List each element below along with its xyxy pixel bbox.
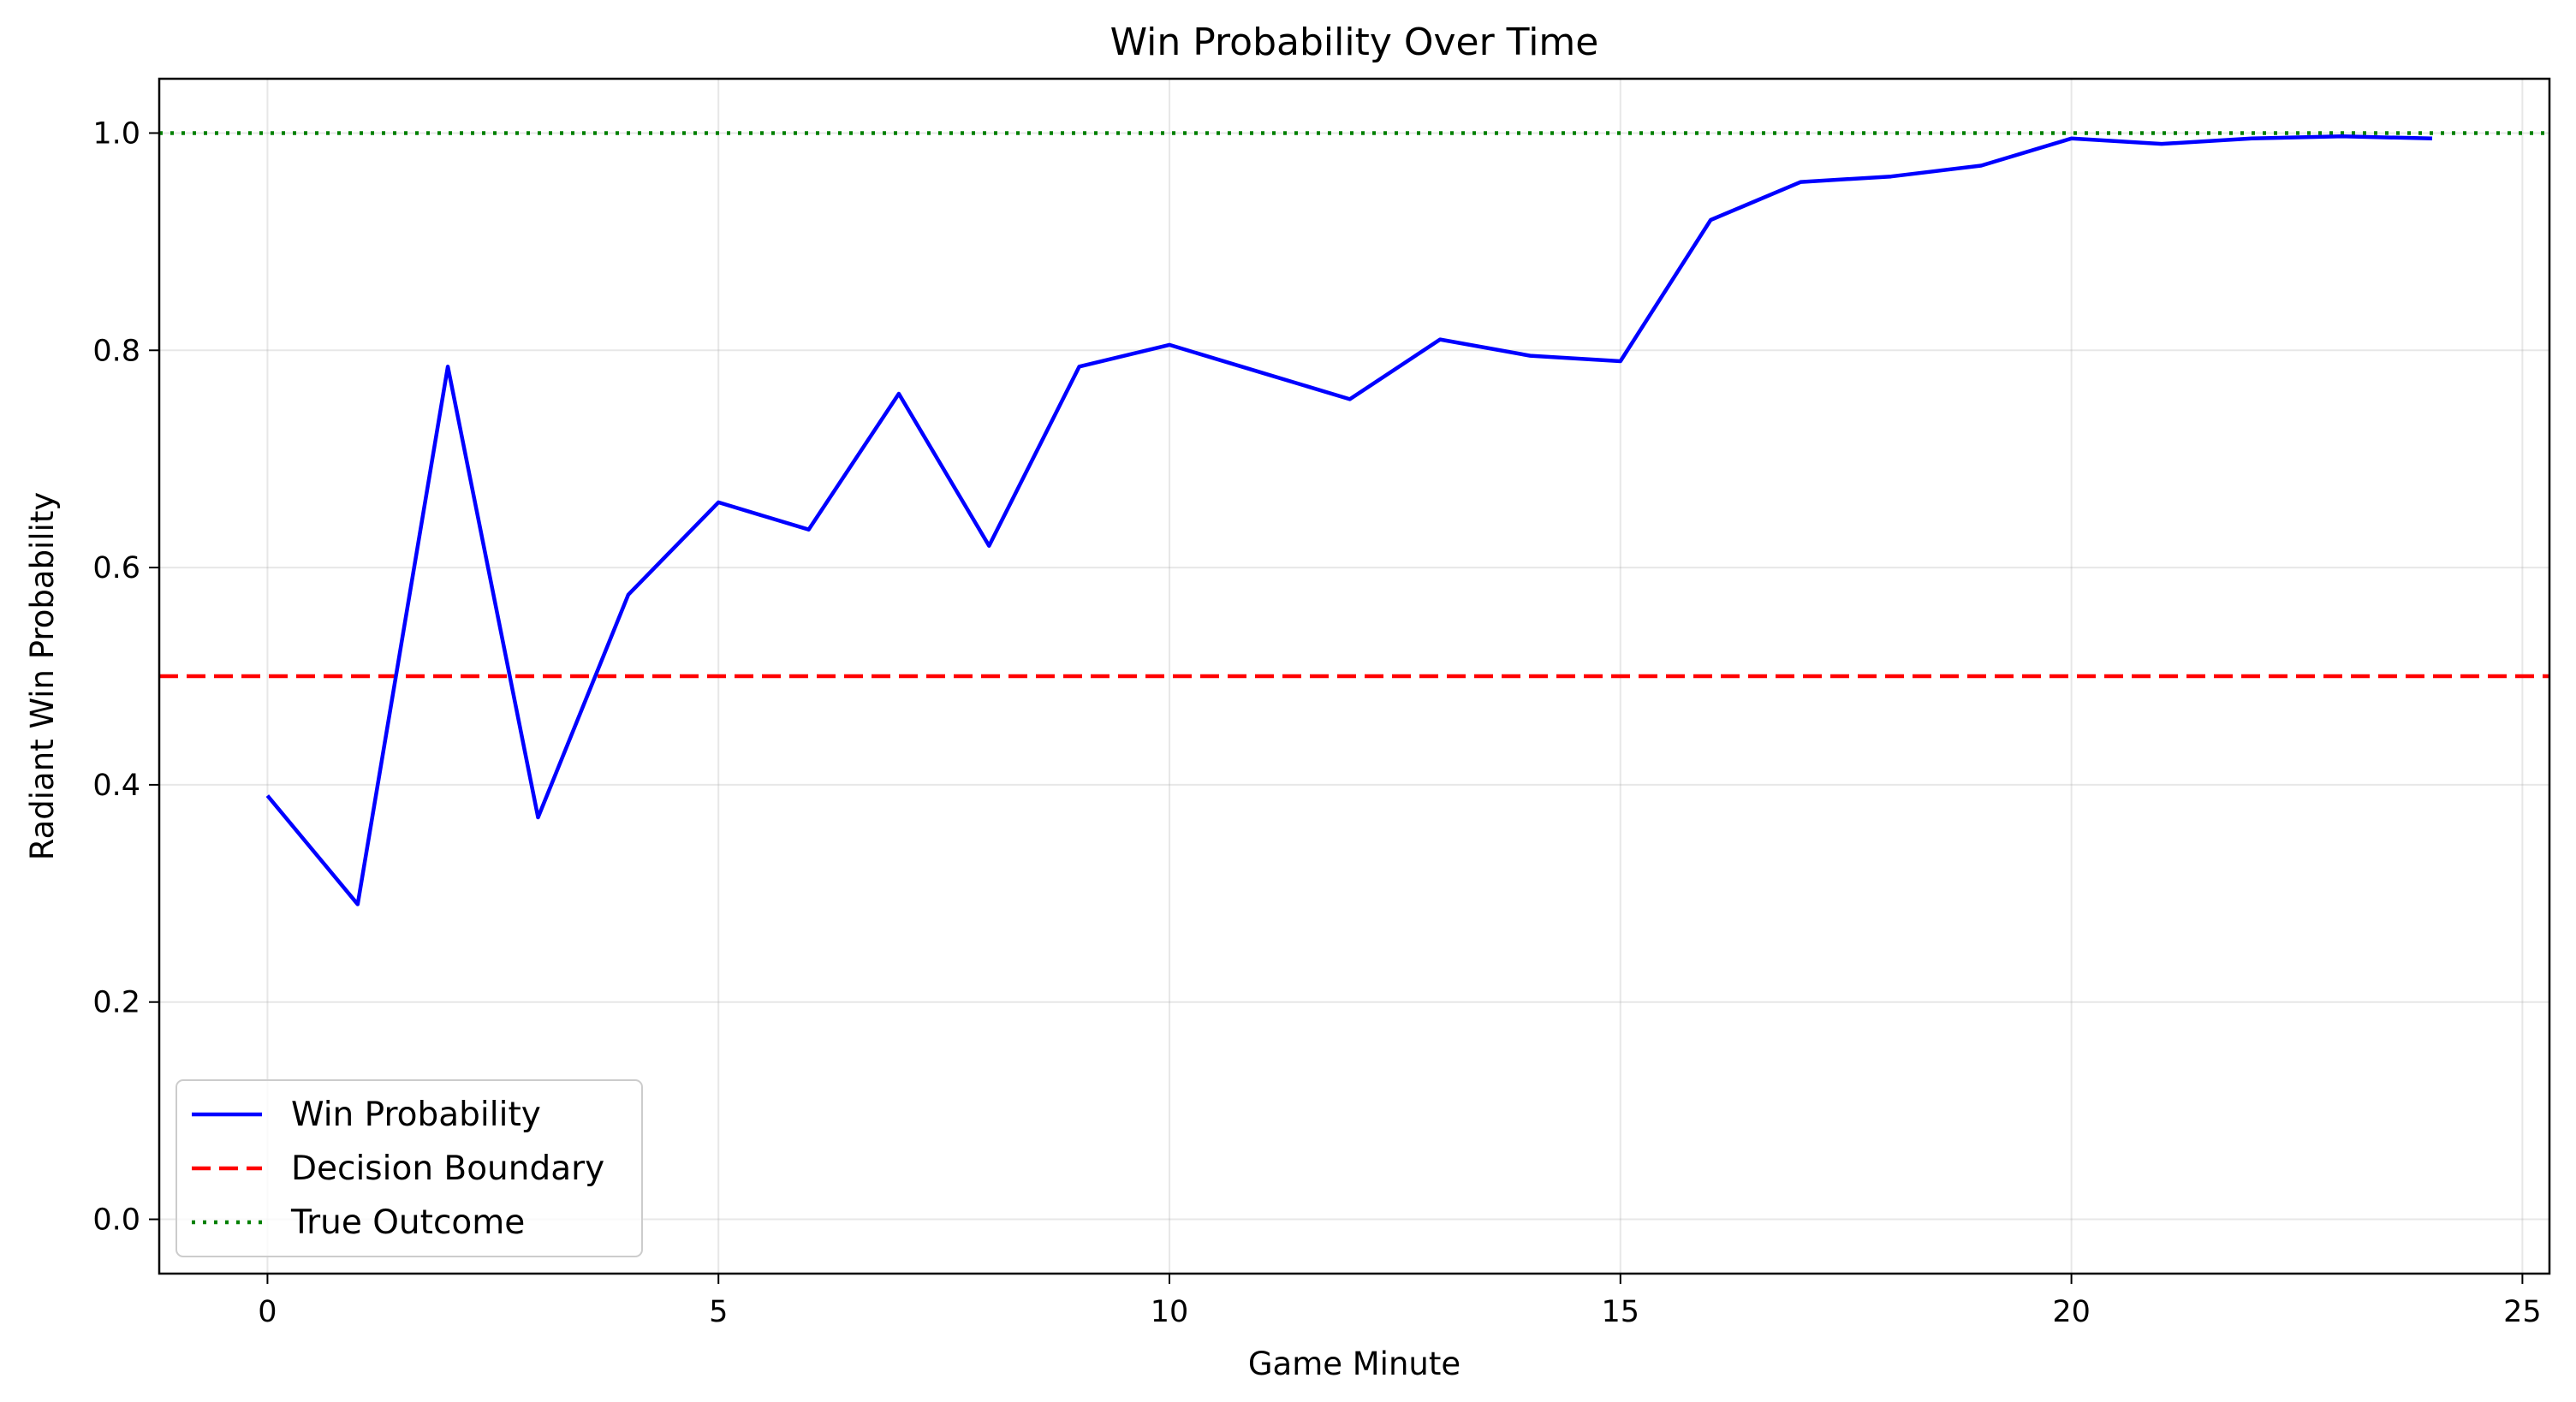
grid — [159, 79, 2549, 1274]
reference-lines — [159, 131, 2549, 679]
y-tick-label: 1.0 — [92, 116, 140, 151]
x-tick-label: 20 — [2052, 1295, 2091, 1329]
x-tick-label: 10 — [1151, 1295, 1189, 1329]
chart-title: Win Probability Over Time — [1110, 21, 1599, 64]
y-tick-label: 0.4 — [92, 769, 140, 803]
y-tick-label: 0.8 — [92, 334, 140, 368]
y-tick-label: 0.0 — [92, 1203, 140, 1238]
x-tick-label: 25 — [2503, 1295, 2542, 1329]
y-tick-label: 0.2 — [92, 986, 140, 1020]
y-axis-label: Radiant Win Probability — [24, 492, 61, 861]
y-tick-label: 0.6 — [92, 551, 140, 585]
x-tick-label: 15 — [1602, 1295, 1640, 1329]
legend-entry-label: Win Probability — [291, 1096, 541, 1134]
x-tick-label: 0 — [258, 1295, 277, 1329]
legend-entry-label: Decision Boundary — [291, 1150, 604, 1188]
win-probability-line — [265, 134, 2433, 906]
x-axis-label: Game Minute — [1248, 1346, 1461, 1382]
legend-box — [176, 1079, 643, 1257]
legend-entry-label: True Outcome — [290, 1203, 525, 1242]
legend: Win Probability Decision Boundary True Out… — [176, 1079, 643, 1257]
plot-area-frame — [158, 77, 2551, 1275]
x-tick-label: 5 — [709, 1295, 728, 1329]
ticks: 0 5 10 15 20 25 0.0 0.2 0.4 0.6 0.8 1.0 — [92, 116, 2541, 1329]
series-layer — [265, 134, 2433, 906]
